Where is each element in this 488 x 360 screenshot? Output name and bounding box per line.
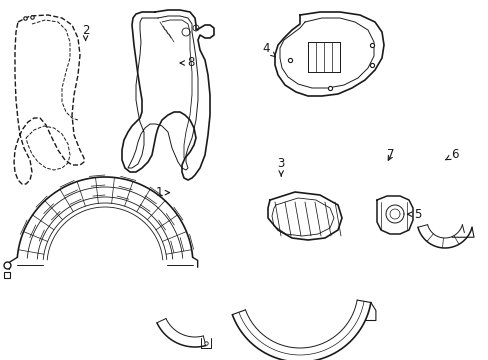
Text: 8: 8 — [180, 57, 194, 69]
Text: 5: 5 — [407, 208, 421, 221]
Text: 3: 3 — [277, 157, 285, 176]
Text: 7: 7 — [386, 148, 394, 161]
Text: 6: 6 — [445, 148, 458, 161]
Text: 4: 4 — [262, 42, 275, 57]
Text: 1: 1 — [155, 186, 169, 199]
Text: 2: 2 — [81, 24, 89, 40]
